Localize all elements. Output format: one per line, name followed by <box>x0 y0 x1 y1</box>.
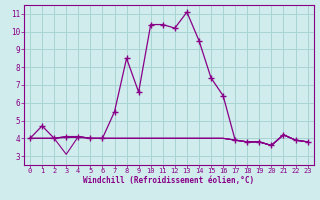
X-axis label: Windchill (Refroidissement éolien,°C): Windchill (Refroidissement éolien,°C) <box>83 176 254 185</box>
